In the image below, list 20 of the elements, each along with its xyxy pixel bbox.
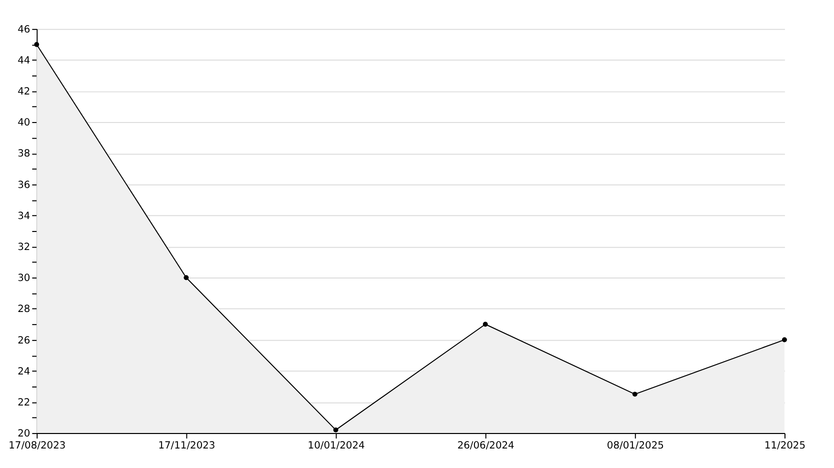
x-tick-label: 17/08/2023 bbox=[8, 440, 66, 452]
y-tick-label: 34 bbox=[18, 210, 30, 222]
y-tick-label: 30 bbox=[18, 273, 30, 284]
x-tick-label: 10/01/2024 bbox=[308, 440, 365, 452]
x-tick-label: 08/01/2025 bbox=[606, 440, 664, 452]
y-tick-label: 44 bbox=[18, 55, 30, 66]
y-tick-label: 40 bbox=[18, 118, 30, 129]
y-tick-label: 36 bbox=[18, 180, 30, 191]
y-tick-label: 32 bbox=[18, 242, 30, 253]
x-tick-label: 26/06/2024 bbox=[457, 440, 514, 452]
y-tick-label: 24 bbox=[18, 366, 30, 378]
y-tick-label: 42 bbox=[18, 86, 30, 98]
y-tick-label: 46 bbox=[18, 24, 30, 36]
y-tick-label: 26 bbox=[18, 335, 30, 346]
y-tick-label: 38 bbox=[18, 148, 30, 160]
y-tick-label: 20 bbox=[18, 428, 30, 440]
y-tick-label: 28 bbox=[18, 304, 30, 316]
x-tick-label: 11/2025 bbox=[764, 440, 806, 452]
y-tick-label: 22 bbox=[18, 397, 30, 408]
x-tick-label: 17/11/2023 bbox=[158, 440, 216, 452]
